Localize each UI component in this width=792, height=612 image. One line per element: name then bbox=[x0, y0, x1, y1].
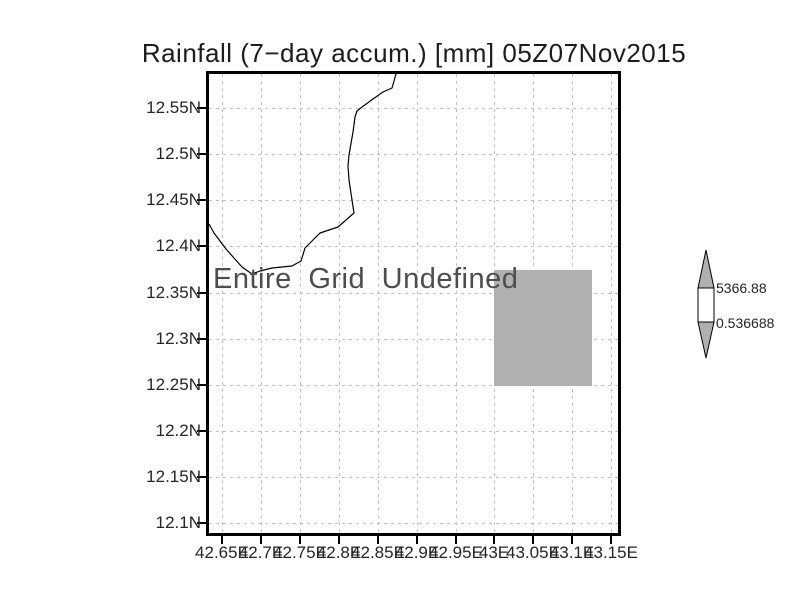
x-axis-label: 43.15E bbox=[584, 543, 638, 562]
grid-line-horizontal bbox=[209, 385, 618, 386]
y-axis-tick bbox=[197, 292, 206, 294]
grid-line-horizontal bbox=[209, 246, 618, 247]
colorbar-min-label: 0.536688 bbox=[716, 315, 775, 331]
y-axis-label: 12.4N bbox=[155, 236, 201, 255]
y-axis-label: 12.55N bbox=[146, 98, 201, 117]
grid-line-vertical bbox=[300, 74, 301, 533]
x-axis-tick bbox=[260, 536, 262, 544]
colorbar bbox=[697, 249, 715, 359]
grid-line-vertical bbox=[222, 74, 223, 533]
colorbar-up-arrow bbox=[697, 249, 715, 289]
x-axis-label: 42.85E bbox=[351, 543, 405, 562]
undefined-grid-message: Entire Grid Undefined bbox=[213, 263, 519, 295]
grid-line-horizontal bbox=[209, 154, 618, 155]
y-axis-tick bbox=[197, 245, 206, 247]
x-axis-tick bbox=[377, 536, 379, 544]
y-axis-tick bbox=[197, 384, 206, 386]
y-axis-label: 12.3N bbox=[155, 329, 201, 348]
grid-line-vertical bbox=[456, 74, 457, 533]
x-axis-tick bbox=[221, 536, 223, 544]
plot-title: Rainfall (7−day accum.) [mm] 05Z07Nov201… bbox=[141, 38, 687, 68]
y-axis-label: 12.25N bbox=[146, 375, 201, 394]
y-axis-tick bbox=[197, 107, 206, 109]
x-axis-tick bbox=[299, 536, 301, 544]
y-axis-label: 12.2N bbox=[155, 421, 201, 440]
x-axis-tick bbox=[493, 536, 495, 544]
x-axis-tick bbox=[610, 536, 612, 544]
y-axis-label: 12.45N bbox=[146, 190, 201, 209]
y-axis-label: 12.35N bbox=[146, 283, 201, 302]
grid-line-vertical bbox=[417, 74, 418, 533]
x-axis-tick bbox=[455, 536, 457, 544]
y-axis-tick bbox=[197, 476, 206, 478]
x-axis-tick bbox=[532, 536, 534, 544]
grid-line-vertical bbox=[339, 74, 340, 533]
grid-line-horizontal bbox=[209, 108, 618, 109]
x-axis-tick bbox=[338, 536, 340, 544]
map-frame bbox=[206, 71, 621, 536]
grid-line-horizontal bbox=[209, 431, 618, 432]
x-axis-label: 43E bbox=[478, 543, 510, 562]
y-axis-label: 12.1N bbox=[155, 513, 201, 532]
grid-line-vertical bbox=[261, 74, 262, 533]
x-axis-label: 42.65E bbox=[195, 543, 249, 562]
undefined-region bbox=[494, 270, 592, 386]
y-axis-tick bbox=[197, 153, 206, 155]
grid-line-horizontal bbox=[209, 477, 618, 478]
y-axis-tick bbox=[197, 338, 206, 340]
x-axis-tick bbox=[571, 536, 573, 544]
x-axis-tick bbox=[416, 536, 418, 544]
x-axis-label: 42.75E bbox=[273, 543, 327, 562]
y-axis-label: 12.15N bbox=[146, 467, 201, 486]
y-axis-tick bbox=[197, 430, 206, 432]
y-axis-tick bbox=[197, 199, 206, 201]
x-axis-label: 42.9E bbox=[394, 543, 440, 562]
y-axis-label: 12.5N bbox=[155, 144, 201, 163]
grid-line-horizontal bbox=[209, 200, 618, 201]
grid-line-vertical bbox=[378, 74, 379, 533]
grid-line-horizontal bbox=[209, 293, 618, 294]
x-axis-label: 43.1E bbox=[549, 543, 595, 562]
colorbar-max-label: 5366.88 bbox=[716, 280, 767, 296]
grid-line-horizontal bbox=[209, 339, 618, 340]
grid-line-horizontal bbox=[209, 523, 618, 524]
x-axis-label: 43.05E bbox=[506, 543, 560, 562]
x-axis-label: 42.7E bbox=[238, 543, 284, 562]
y-axis-tick bbox=[197, 522, 206, 524]
colorbar-band bbox=[697, 287, 715, 323]
x-axis-label: 42.95E bbox=[429, 543, 483, 562]
colorbar-down-arrow bbox=[697, 321, 715, 359]
grid-line-vertical bbox=[611, 74, 612, 533]
x-axis-label: 42.8E bbox=[316, 543, 362, 562]
